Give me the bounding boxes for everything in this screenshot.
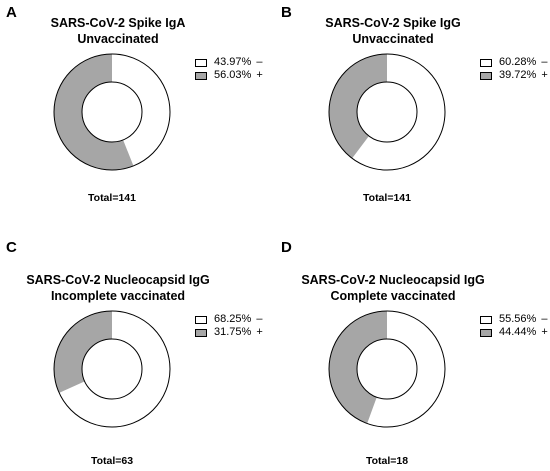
panel-c: C SARS-CoV-2 Nucleocapsid IgG Incomplete v… [0,235,275,470]
chart-title-line: Complete vaccinated [330,289,456,303]
donut-slice-positive [53,311,112,393]
legend-entry: 60.28% – [480,56,548,69]
legend-swatch [195,71,207,80]
legend-swatch [480,58,492,67]
donut-chart [328,53,446,171]
legend-percent: 31.75% [214,326,252,338]
legend-entry: 43.97% – [195,56,263,69]
legend-percent: 60.28% [499,56,537,68]
legend-percent: 43.97% [214,56,252,68]
legend-percent: 44.44% [499,326,537,338]
donut-chart [53,53,171,171]
legend-swatch [195,58,207,67]
chart-title-line: Incomplete vaccinated [50,289,186,303]
panel-label: A [6,4,17,21]
donut-outer-ring [328,310,446,428]
chart-title-line: SARS-CoV-2 Spike IgG [325,16,461,30]
legend-swatch [480,328,492,337]
panel-d: D SARS-CoV-2 Nucleocapsid IgG Complete vac… [275,235,550,470]
legend-category: + [256,326,263,338]
donut-slice-positive [54,54,134,170]
chart-title: SARS-CoV-2 Spike IgA Unvaccinated [18,15,218,47]
total-label: Total=141 [88,192,136,204]
legend-category: + [541,69,548,81]
chart-title: SARS-CoV-2 Spike IgG Unvaccinated [293,15,493,47]
chart-title: SARS-CoV-2 Nucleocapsid IgG Incomplete va… [18,272,218,304]
total-label: Total=141 [363,192,411,204]
legend-percent: 39.72% [499,69,537,81]
legend-percent: 56.03% [214,69,252,81]
legend-swatch [480,315,492,324]
legend-swatch [480,71,492,80]
donut-inner-ring [81,338,143,400]
legend-category: – [541,56,548,68]
legend-category: + [256,69,263,81]
legend-category: – [256,313,263,325]
donut-outer-ring [53,310,171,428]
legend-entry: 31.75% + [195,326,263,339]
legend-swatch [195,328,207,337]
legend-category: – [256,56,263,68]
total-label: Total=63 [90,455,134,467]
legend-percent: 68.25% [214,313,252,325]
chart-title-line: SARS-CoV-2 Nucleocapsid IgG [301,273,485,287]
chart-title-line: Unvaccinated [352,32,434,46]
donut-inner-ring [356,338,418,400]
donut-slice-negative [112,54,171,166]
chart-title-line: SARS-CoV-2 Nucleocapsid IgG [26,273,210,287]
legend: 55.56% –44.44% + [480,313,548,339]
chart-title-line: SARS-CoV-2 Spike IgA [50,16,186,30]
donut-slice-positive [329,54,387,159]
panel-a: A SARS-CoV-2 Spike IgA Unvaccinated 43.97% –… [0,0,275,235]
legend: 60.28% –39.72% + [480,56,548,82]
total-label: Total=18 [365,455,409,467]
donut-slice-negative [352,54,445,170]
legend-entry: 55.56% – [480,313,548,326]
legend-category: – [541,313,548,325]
donut-outer-ring [53,53,171,171]
donut-chart [53,310,171,428]
chart-title: SARS-CoV-2 Nucleocapsid IgG Complete vacc… [293,272,493,304]
legend-percent: 55.56% [499,313,537,325]
legend: 68.25% –31.75% + [195,313,263,339]
donut-inner-ring [356,81,418,143]
donut-chart [328,310,446,428]
panel-label: C [6,239,17,256]
legend-entry: 44.44% + [480,326,548,339]
panel-label: D [281,239,292,256]
legend-entry: 56.03% + [195,69,263,82]
donut-slice-negative [367,311,445,427]
legend: 43.97% –56.03% + [195,56,263,82]
legend-entry: 39.72% + [480,69,548,82]
panel-b: B SARS-CoV-2 Spike IgG Unvaccinated 60.28% –… [275,0,550,235]
legend-category: + [541,326,548,338]
chart-title-line: Unvaccinated [77,32,159,46]
donut-outer-ring [328,53,446,171]
donut-inner-ring [81,81,143,143]
panel-label: B [281,4,292,21]
legend-entry: 68.25% – [195,313,263,326]
legend-swatch [195,315,207,324]
donut-slice-negative [59,311,170,427]
